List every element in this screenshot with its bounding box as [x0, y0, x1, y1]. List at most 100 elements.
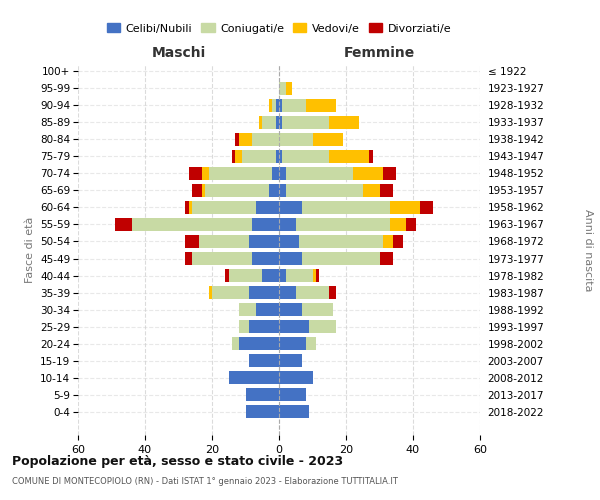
Bar: [279, 167, 286, 180]
Bar: [252, 252, 279, 265]
Bar: [279, 269, 286, 282]
Bar: [279, 371, 313, 384]
Bar: [185, 201, 188, 214]
Bar: [279, 286, 296, 299]
Bar: [306, 337, 316, 350]
Bar: [389, 218, 406, 231]
Bar: [256, 201, 279, 214]
Bar: [229, 371, 279, 384]
Text: Maschi: Maschi: [151, 46, 206, 60]
Bar: [239, 303, 256, 316]
Bar: [279, 303, 302, 316]
Bar: [279, 82, 286, 95]
Bar: [306, 99, 336, 112]
Bar: [353, 167, 383, 180]
Bar: [269, 184, 279, 197]
Bar: [205, 184, 269, 197]
Bar: [188, 167, 202, 180]
Bar: [279, 133, 313, 146]
Bar: [329, 286, 336, 299]
Bar: [283, 150, 329, 163]
Bar: [389, 201, 420, 214]
Y-axis label: Fasce di età: Fasce di età: [25, 217, 35, 283]
Bar: [249, 354, 279, 367]
Bar: [202, 184, 205, 197]
Bar: [286, 167, 353, 180]
Bar: [316, 269, 319, 282]
Bar: [279, 354, 302, 367]
Bar: [309, 320, 336, 333]
Bar: [212, 286, 249, 299]
Bar: [296, 218, 389, 231]
Bar: [275, 150, 279, 163]
Bar: [279, 150, 283, 163]
Bar: [239, 133, 252, 146]
Bar: [286, 269, 313, 282]
Bar: [269, 99, 272, 112]
Bar: [235, 150, 242, 163]
Bar: [232, 150, 235, 163]
Bar: [275, 116, 279, 129]
Bar: [302, 303, 332, 316]
Bar: [192, 252, 252, 265]
Bar: [296, 286, 329, 299]
Bar: [272, 167, 279, 180]
Bar: [209, 286, 212, 299]
Bar: [185, 252, 192, 265]
Bar: [380, 184, 393, 197]
Bar: [188, 201, 192, 214]
Bar: [239, 320, 249, 333]
Bar: [279, 320, 309, 333]
Bar: [131, 218, 252, 231]
Bar: [329, 116, 359, 129]
Bar: [275, 99, 279, 112]
Bar: [279, 201, 302, 214]
Bar: [279, 388, 306, 401]
Bar: [329, 150, 370, 163]
Bar: [286, 82, 292, 95]
Bar: [313, 133, 343, 146]
Bar: [363, 184, 380, 197]
Text: Popolazione per età, sesso e stato civile - 2023: Popolazione per età, sesso e stato civil…: [12, 455, 343, 468]
Bar: [299, 235, 383, 248]
Bar: [279, 116, 283, 129]
Text: COMUNE DI MONTECOPIOLO (RN) - Dati ISTAT 1° gennaio 2023 - Elaborazione TUTTITAL: COMUNE DI MONTECOPIOLO (RN) - Dati ISTAT…: [12, 478, 398, 486]
Bar: [202, 167, 209, 180]
Bar: [383, 167, 396, 180]
Bar: [239, 337, 279, 350]
Bar: [262, 116, 275, 129]
Bar: [249, 320, 279, 333]
Bar: [286, 184, 363, 197]
Bar: [279, 235, 299, 248]
Legend: Celibi/Nubili, Coniugati/e, Vedovi/e, Divorziati/e: Celibi/Nubili, Coniugati/e, Vedovi/e, Di…: [103, 19, 455, 38]
Bar: [420, 201, 433, 214]
Bar: [249, 286, 279, 299]
Bar: [226, 269, 229, 282]
Bar: [279, 405, 309, 418]
Bar: [232, 337, 239, 350]
Bar: [245, 388, 279, 401]
Bar: [380, 252, 393, 265]
Bar: [302, 201, 389, 214]
Bar: [259, 116, 262, 129]
Bar: [209, 167, 272, 180]
Bar: [383, 235, 393, 248]
Bar: [252, 218, 279, 231]
Bar: [272, 99, 275, 112]
Bar: [235, 133, 239, 146]
Bar: [283, 116, 329, 129]
Bar: [279, 218, 296, 231]
Bar: [279, 252, 302, 265]
Bar: [192, 201, 256, 214]
Bar: [245, 405, 279, 418]
Bar: [185, 235, 199, 248]
Bar: [313, 269, 316, 282]
Text: Femmine: Femmine: [344, 46, 415, 60]
Bar: [252, 133, 279, 146]
Bar: [242, 150, 275, 163]
Bar: [262, 269, 279, 282]
Bar: [406, 218, 416, 231]
Bar: [192, 184, 202, 197]
Bar: [249, 235, 279, 248]
Bar: [279, 184, 286, 197]
